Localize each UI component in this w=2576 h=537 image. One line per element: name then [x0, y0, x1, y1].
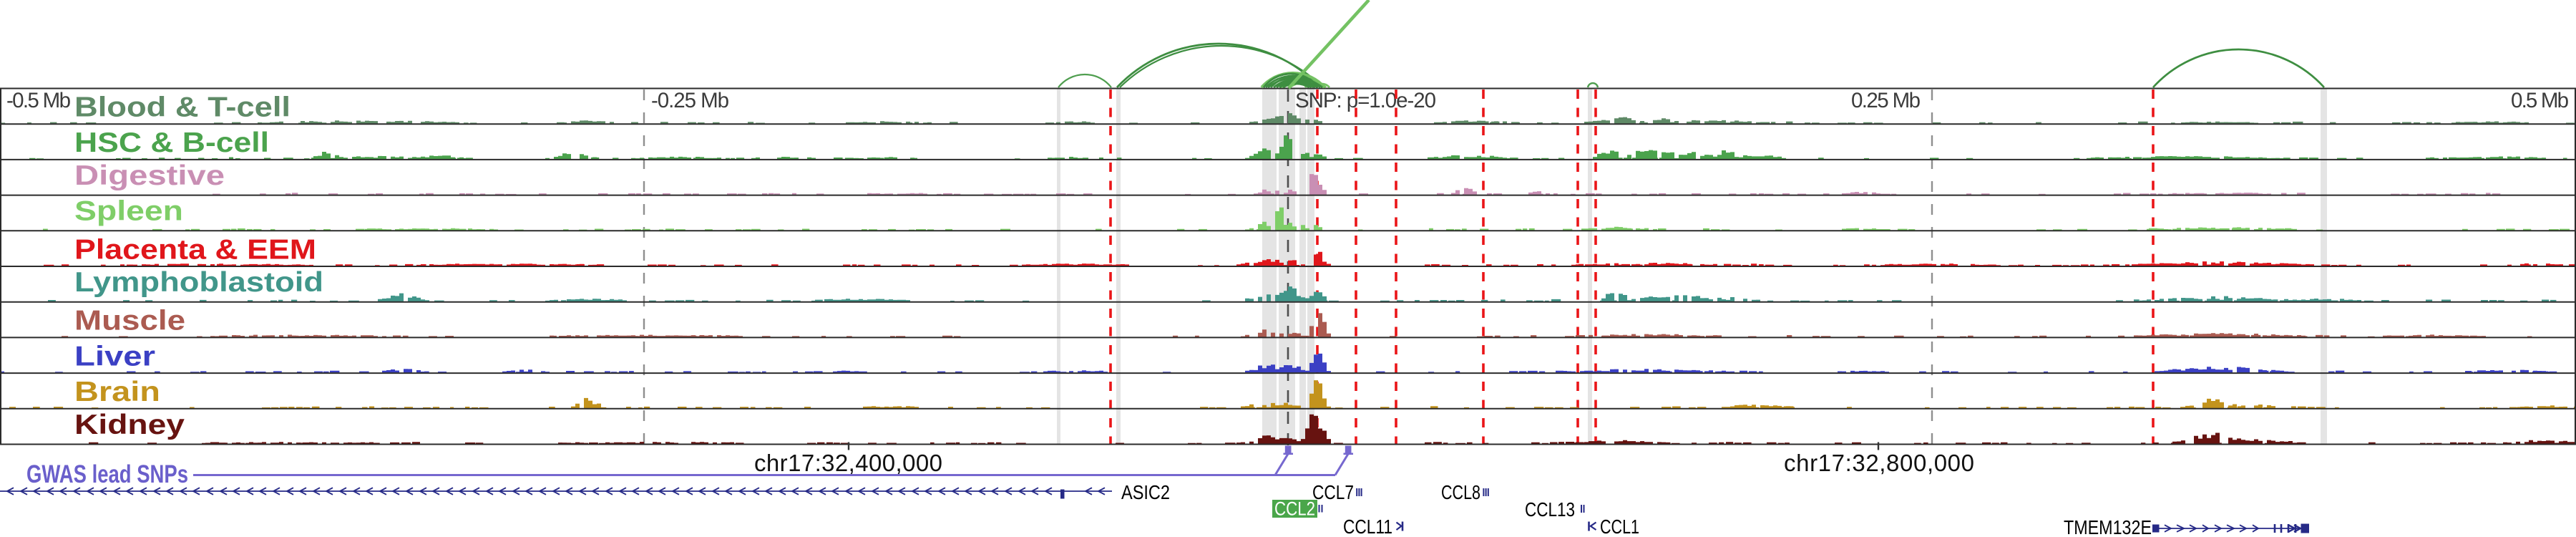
svg-text:SNP: p=1.0e-20: SNP: p=1.0e-20 — [1295, 89, 1436, 112]
svg-text:CCL7: CCL7 — [1312, 481, 1354, 503]
svg-text:CCL13: CCL13 — [1525, 498, 1575, 521]
svg-text:Kidney: Kidney — [74, 410, 185, 440]
svg-text:CCL8: CCL8 — [1441, 481, 1480, 503]
svg-text:Lymphoblastoid: Lymphoblastoid — [74, 267, 323, 298]
svg-text:0.5 Mb: 0.5 Mb — [2511, 89, 2569, 112]
svg-text:CCL11: CCL11 — [1343, 516, 1392, 537]
svg-text:GWAS lead SNPs: GWAS lead SNPs — [26, 460, 188, 488]
svg-text:Spleen: Spleen — [74, 196, 183, 227]
svg-text:CCL2: CCL2 — [1274, 498, 1315, 520]
svg-text:Brain: Brain — [74, 377, 160, 407]
svg-text:CCL1: CCL1 — [1600, 516, 1639, 537]
svg-text:ASIC2: ASIC2 — [1121, 481, 1170, 503]
svg-text:Liver: Liver — [74, 341, 155, 372]
svg-text:TMEM132E: TMEM132E — [2064, 516, 2152, 537]
svg-text:Placenta & EEM: Placenta & EEM — [74, 234, 316, 265]
svg-text:HSC & B-cell: HSC & B-cell — [74, 127, 269, 158]
svg-text:Digestive: Digestive — [74, 160, 225, 191]
svg-text:-0.25 Mb: -0.25 Mb — [651, 89, 729, 112]
svg-text:0.25 Mb: 0.25 Mb — [1851, 89, 1921, 112]
svg-text:Blood & T-cell: Blood & T-cell — [74, 92, 291, 123]
svg-text:Muscle: Muscle — [74, 306, 185, 337]
svg-text:chr17:32,400,000: chr17:32,400,000 — [754, 450, 942, 476]
svg-text:-0.5 Mb: -0.5 Mb — [6, 89, 71, 112]
svg-text:chr17:32,800,000: chr17:32,800,000 — [1784, 450, 1974, 476]
